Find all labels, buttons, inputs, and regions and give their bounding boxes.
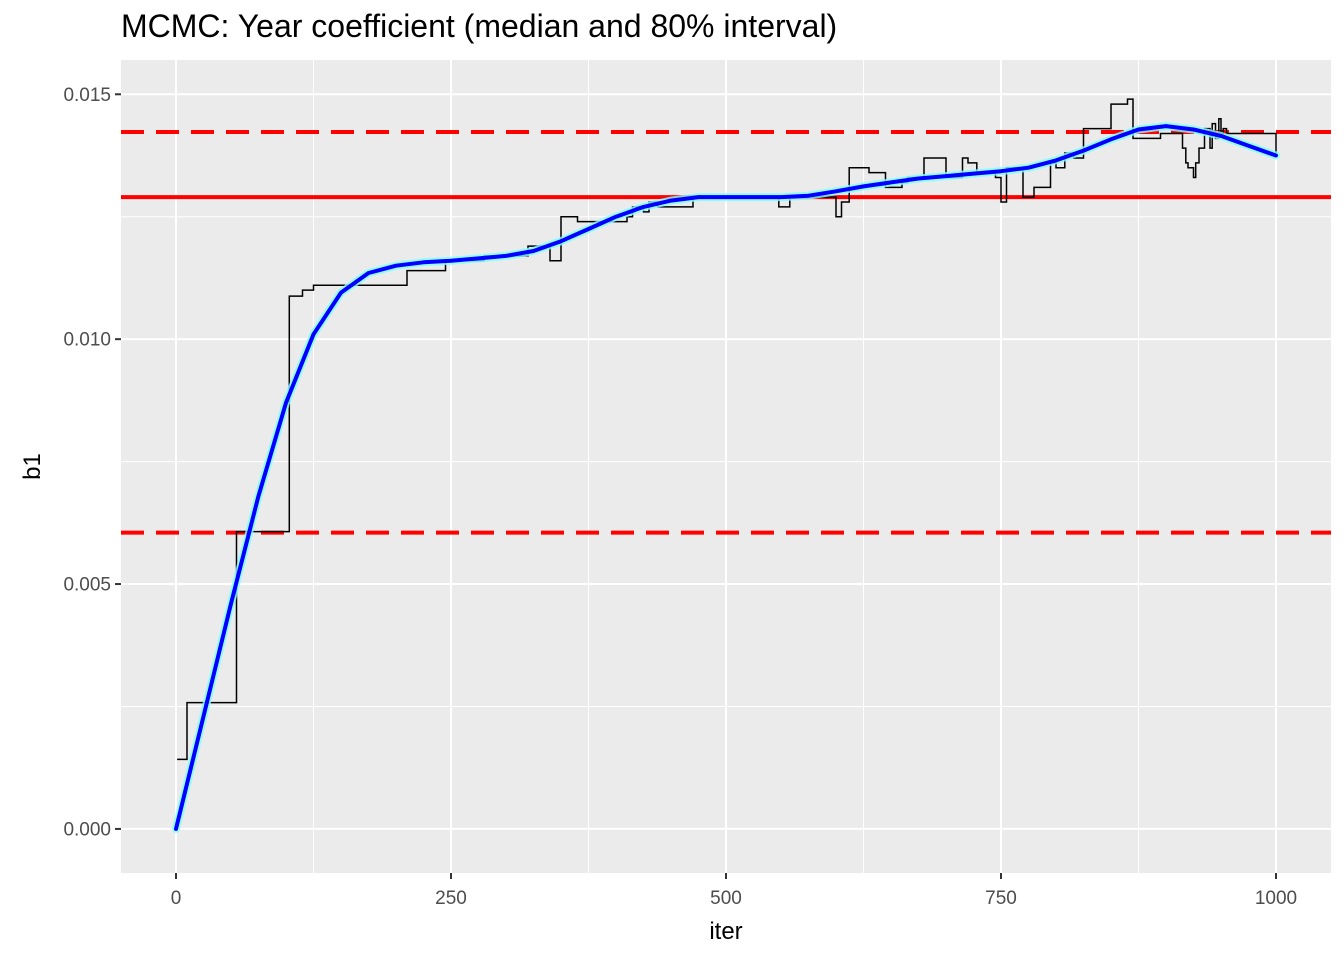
x-tick-label: 0 — [171, 888, 182, 909]
y-tick-label: 0.015 — [63, 85, 111, 106]
x-tick-label: 500 — [710, 888, 742, 909]
mcmc-trace-line — [177, 98, 1277, 761]
y-axis: 0.000 0.005 0.010 0.015 — [63, 85, 121, 840]
series-layer — [172, 98, 1280, 833]
x-axis-title: iter — [709, 918, 742, 945]
x-tick-label: 250 — [435, 888, 467, 909]
x-tick-label: 1000 — [1255, 888, 1297, 909]
x-tick-label: 750 — [985, 888, 1017, 909]
y-tick-label: 0.000 — [63, 819, 111, 840]
y-tick-label: 0.005 — [63, 575, 111, 596]
x-axis: 0 250 500 750 1000 — [171, 873, 1297, 909]
major-gridlines — [121, 60, 1331, 873]
smooth-fit-line — [174, 124, 1278, 831]
y-axis-title: b1 — [19, 453, 46, 480]
y-tick-label: 0.010 — [63, 330, 111, 351]
chart-title: MCMC: Year coefficient (median and 80% i… — [121, 8, 838, 44]
